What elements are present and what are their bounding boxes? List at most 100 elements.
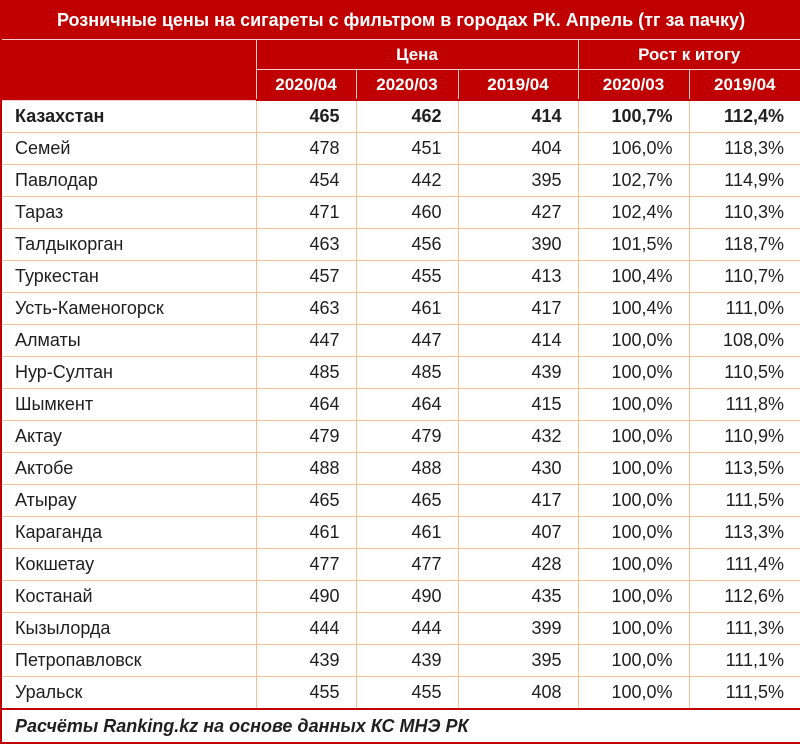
city-cell: Павлодар bbox=[0, 164, 257, 197]
growth-cell: 100,0% bbox=[577, 580, 690, 613]
table-row: Кызылорда 444 444 399 100,0% 111,3% bbox=[0, 612, 800, 645]
group-header-growth: Рост к итогу bbox=[577, 39, 800, 70]
growth-cell: 111,1% bbox=[688, 644, 800, 677]
growth-cell: 110,9% bbox=[688, 420, 800, 453]
growth-cell: 118,3% bbox=[688, 132, 800, 165]
price-cell: 432 bbox=[457, 420, 579, 453]
growth-cell: 111,5% bbox=[688, 676, 800, 710]
column-dates-row: 2020/04 2020/03 2019/04 2020/03 2019/04 bbox=[1, 69, 800, 101]
table-row: Туркестан 457 455 413 100,4% 110,7% bbox=[0, 260, 800, 293]
price-cell: 461 bbox=[355, 292, 459, 325]
price-cell: 471 bbox=[255, 196, 357, 229]
growth-cell: 108,0% bbox=[688, 324, 800, 357]
growth-cell: 100,0% bbox=[577, 644, 690, 677]
price-cell: 407 bbox=[457, 516, 579, 549]
city-cell: Кызылорда bbox=[0, 612, 257, 645]
city-cell: Костанай bbox=[0, 580, 257, 613]
table-row: Семей 478 451 404 106,0% 118,3% bbox=[0, 132, 800, 165]
price-cell: 428 bbox=[457, 548, 579, 581]
price-cell: 464 bbox=[355, 388, 459, 421]
growth-cell: 100,0% bbox=[577, 356, 690, 389]
price-cell: 488 bbox=[255, 452, 357, 485]
price-cell: 395 bbox=[457, 164, 579, 197]
price-cell: 464 bbox=[255, 388, 357, 421]
city-cell: Усть-Каменогорск bbox=[0, 292, 257, 325]
price-cell: 465 bbox=[255, 99, 357, 133]
table-row: Усть-Каменогорск 463 461 417 100,4% 111,0% bbox=[0, 292, 800, 325]
growth-cell: 111,4% bbox=[688, 548, 800, 581]
growth-cell: 100,0% bbox=[577, 612, 690, 645]
growth-cell: 110,7% bbox=[688, 260, 800, 293]
price-cell: 447 bbox=[355, 324, 459, 357]
table-row: Талдыкорган 463 456 390 101,5% 118,7% bbox=[0, 228, 800, 261]
price-cell: 455 bbox=[355, 260, 459, 293]
price-cell: 460 bbox=[355, 196, 459, 229]
growth-cell: 110,5% bbox=[688, 356, 800, 389]
growth-cell: 111,8% bbox=[688, 388, 800, 421]
price-cell: 439 bbox=[255, 644, 357, 677]
city-cell: Шымкент bbox=[0, 388, 257, 421]
price-cell: 477 bbox=[255, 548, 357, 581]
city-cell: Уральск bbox=[0, 676, 257, 710]
table-body: Казахстан 465 462 414 100,7% 112,4% Семей 478 45… bbox=[0, 99, 800, 710]
growth-cell: 112,6% bbox=[688, 580, 800, 613]
growth-cell: 100,0% bbox=[577, 548, 690, 581]
price-cell: 414 bbox=[457, 324, 579, 357]
growth-cell: 110,3% bbox=[688, 196, 800, 229]
price-cell: 454 bbox=[255, 164, 357, 197]
price-cell: 463 bbox=[255, 292, 357, 325]
column-group-row: Цена Рост к итогу bbox=[0, 39, 800, 101]
column-header-price-2020-03: 2020/03 bbox=[355, 69, 459, 101]
growth-cell: 100,0% bbox=[577, 516, 690, 549]
price-cell: 444 bbox=[255, 612, 357, 645]
price-cell: 465 bbox=[355, 484, 459, 517]
city-cell: Актобе bbox=[0, 452, 257, 485]
growth-cell: 100,0% bbox=[577, 420, 690, 453]
growth-cell: 113,5% bbox=[688, 452, 800, 485]
price-cell: 477 bbox=[355, 548, 459, 581]
city-cell: Семей bbox=[0, 132, 257, 165]
price-cell: 490 bbox=[255, 580, 357, 613]
price-cell: 478 bbox=[255, 132, 357, 165]
table-header: Розничные цены на сигареты с фильтром в … bbox=[0, 0, 800, 101]
growth-cell: 112,4% bbox=[688, 99, 800, 133]
price-cell: 479 bbox=[255, 420, 357, 453]
table-row: Уральск 455 455 408 100,0% 111,5% bbox=[0, 676, 800, 710]
column-header-price-2019-04: 2019/04 bbox=[457, 69, 579, 101]
price-cell: 485 bbox=[255, 356, 357, 389]
price-cell: 442 bbox=[355, 164, 459, 197]
table-row: Алматы 447 447 414 100,0% 108,0% bbox=[0, 324, 800, 357]
growth-cell: 100,0% bbox=[577, 324, 690, 357]
price-cell: 430 bbox=[457, 452, 579, 485]
price-cell: 439 bbox=[457, 356, 579, 389]
price-cell: 447 bbox=[255, 324, 357, 357]
city-cell: Тараз bbox=[0, 196, 257, 229]
city-cell: Петропавловск bbox=[0, 644, 257, 677]
table-row: Нур-Султан 485 485 439 100,0% 110,5% bbox=[0, 356, 800, 389]
price-cell: 485 bbox=[355, 356, 459, 389]
growth-cell: 114,9% bbox=[688, 164, 800, 197]
price-cell: 455 bbox=[255, 676, 357, 710]
group-header-price: Цена bbox=[255, 39, 579, 70]
column-header-price-2020-04: 2020/04 bbox=[255, 69, 357, 101]
table-row: Шымкент 464 464 415 100,0% 111,8% bbox=[0, 388, 800, 421]
column-header-growth-2020-03: 2020/03 bbox=[577, 69, 690, 101]
city-cell: Актау bbox=[0, 420, 257, 453]
price-cell: 399 bbox=[457, 612, 579, 645]
city-cell: Казахстан bbox=[0, 99, 257, 133]
table-row: Атырау 465 465 417 100,0% 111,5% bbox=[0, 484, 800, 517]
price-cell: 455 bbox=[355, 676, 459, 710]
price-cell: 414 bbox=[457, 99, 579, 133]
price-cell: 490 bbox=[355, 580, 459, 613]
growth-cell: 100,4% bbox=[577, 260, 690, 293]
city-cell: Туркестан bbox=[0, 260, 257, 293]
price-cell: 479 bbox=[355, 420, 459, 453]
table-row: Петропавловск 439 439 395 100,0% 111,1% bbox=[0, 644, 800, 677]
price-cell: 417 bbox=[457, 484, 579, 517]
table-row: Костанай 490 490 435 100,0% 112,6% bbox=[0, 580, 800, 613]
column-header-growth-2019-04: 2019/04 bbox=[688, 69, 800, 101]
price-cell: 456 bbox=[355, 228, 459, 261]
price-cell: 404 bbox=[457, 132, 579, 165]
